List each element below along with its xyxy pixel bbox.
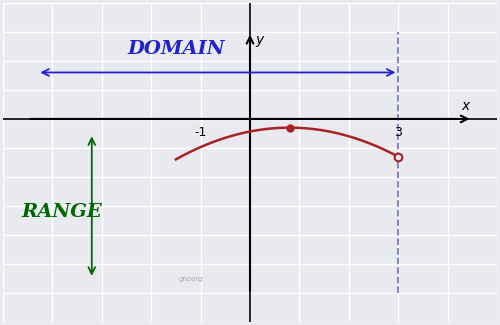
Text: 3: 3: [394, 126, 402, 139]
Text: x: x: [462, 99, 470, 113]
Text: -1: -1: [194, 126, 206, 139]
Text: y: y: [255, 33, 263, 47]
Text: RANGE: RANGE: [22, 203, 102, 221]
Text: DOMAIN: DOMAIN: [127, 40, 224, 58]
Text: gnoarg: gnoarg: [178, 276, 203, 281]
